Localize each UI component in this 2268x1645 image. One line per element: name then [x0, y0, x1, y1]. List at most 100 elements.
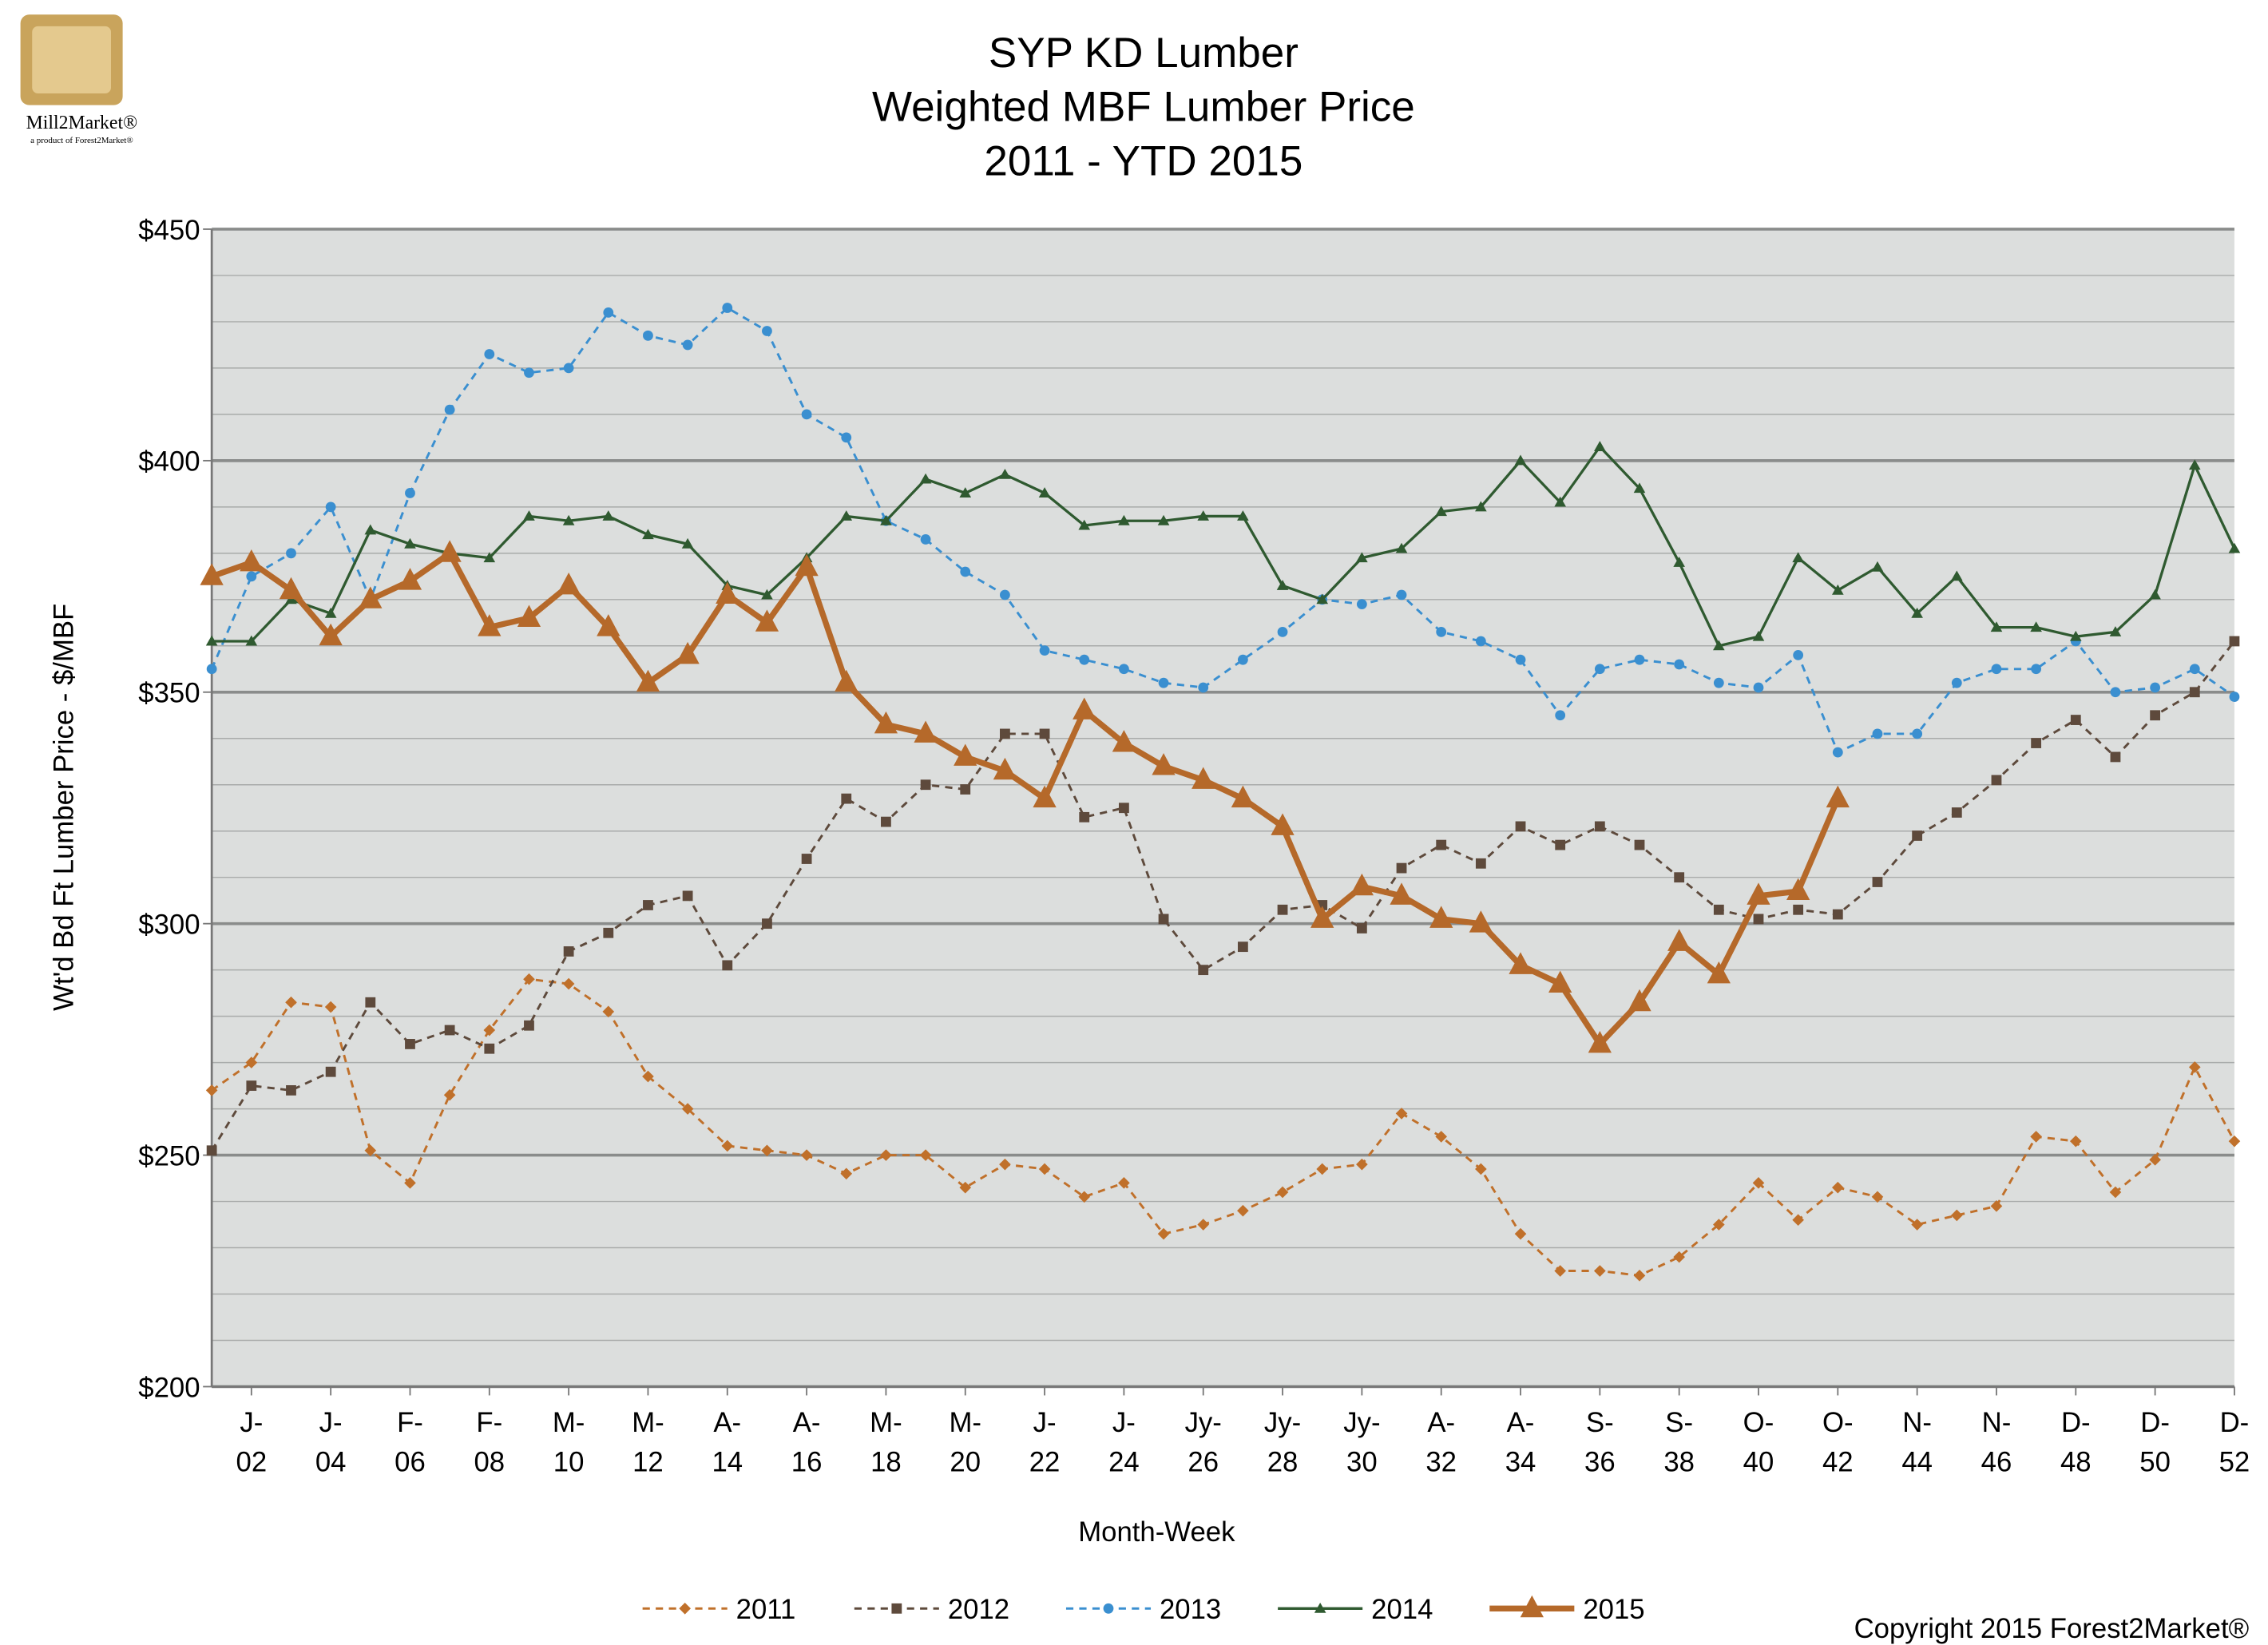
data-point [1118, 803, 1129, 814]
data-point [1310, 906, 1334, 928]
x-tick-label: 46 [1981, 1447, 2012, 1477]
data-point [1753, 682, 1764, 693]
data-point [993, 757, 1017, 780]
logo-mark [32, 26, 111, 93]
data-point [483, 552, 496, 563]
data-point [2030, 621, 2042, 632]
data-point [2149, 1154, 2161, 1166]
chart-title: SYP KD Lumber [989, 30, 1299, 77]
data-point [1673, 557, 1685, 567]
data-point [404, 1177, 416, 1189]
data-point [603, 927, 614, 938]
data-point [2031, 738, 2042, 748]
data-point [1832, 1181, 1844, 1194]
data-point [2189, 664, 2200, 675]
data-point [1039, 728, 1050, 739]
data-point [245, 1056, 258, 1068]
data-point [1713, 1219, 1725, 1231]
data-point [959, 487, 972, 497]
data-point [1594, 1265, 1606, 1277]
data-point [1793, 904, 1804, 915]
data-point [2150, 710, 2161, 721]
data-point [880, 514, 892, 525]
data-point [2150, 682, 2161, 693]
data-point [1753, 914, 1764, 925]
data-point [1951, 807, 1962, 818]
data-point [1435, 505, 1448, 517]
x-tick-label: F- [476, 1408, 502, 1438]
data-point [1436, 627, 1447, 637]
data-point [1990, 1200, 2003, 1212]
data-point [240, 549, 264, 572]
data-point [1674, 659, 1685, 670]
data-point [563, 363, 574, 374]
data-point [1793, 649, 1804, 660]
x-tick-label: 14 [712, 1447, 743, 1477]
data-point [682, 339, 693, 351]
data-point [1350, 873, 1374, 896]
data-point [1395, 1108, 1408, 1120]
data-point [1633, 482, 1646, 494]
data-point [960, 566, 971, 577]
data-point [2031, 664, 2042, 675]
data-point [1951, 677, 1962, 688]
data-point [1277, 904, 1288, 915]
x-tick-label: D- [2061, 1408, 2091, 1438]
x-tick-label: 40 [1743, 1447, 1774, 1477]
data-point [2109, 626, 2122, 636]
legend-marker [891, 1603, 902, 1614]
data-point [484, 349, 495, 359]
x-tick-label: 50 [2139, 1447, 2171, 1477]
data-point [920, 534, 931, 545]
data-point [1118, 514, 1130, 525]
x-tick-label: 20 [950, 1447, 981, 1477]
legend-label: 2013 [1160, 1595, 1221, 1625]
data-point [2109, 1186, 2122, 1199]
data-point [206, 1145, 217, 1156]
data-point [1078, 1191, 1091, 1203]
data-point [919, 1149, 932, 1161]
data-point [205, 635, 218, 646]
data-point [562, 977, 575, 990]
x-tick-label: 32 [1425, 1447, 1457, 1477]
data-point [795, 553, 819, 577]
legend-marker [1314, 1602, 1326, 1613]
data-point [762, 326, 772, 336]
data-point [1872, 728, 1883, 739]
legend-label: 2011 [736, 1595, 796, 1625]
data-point [1792, 552, 1804, 563]
series-line [210, 549, 1841, 1049]
data-point [1713, 677, 1724, 688]
data-point [676, 641, 700, 664]
data-point [2110, 751, 2121, 763]
logo: Mill2Market® a product of Forest2Market® [20, 14, 137, 145]
series-line [210, 640, 2236, 1152]
data-point [643, 330, 653, 341]
legend-label: 2015 [1583, 1595, 1644, 1625]
data-point [325, 1066, 336, 1077]
data-point [835, 669, 858, 692]
series [200, 540, 1850, 1053]
data-point [1950, 1209, 1963, 1222]
x-axis-label: Month-Week [1078, 1517, 1235, 1548]
data-point [1912, 830, 1923, 841]
data-point [999, 468, 1011, 479]
data-point [762, 918, 772, 930]
data-point [285, 996, 297, 1009]
x-tick-label: 38 [1663, 1447, 1695, 1477]
data-point [722, 960, 733, 971]
data-point [1000, 728, 1010, 739]
data-point [1118, 1177, 1130, 1189]
data-point [444, 1025, 455, 1036]
x-tick-label: J- [319, 1408, 343, 1438]
data-point [2030, 1131, 2042, 1143]
data-point [1792, 1214, 1804, 1227]
data-point [562, 514, 575, 525]
data-point [1237, 654, 1248, 665]
chart-title: Weighted MBF Lumber Price [872, 84, 1415, 131]
data-point [761, 589, 773, 600]
data-point [1514, 454, 1527, 466]
data-point [1752, 1177, 1765, 1189]
x-tick-label: 26 [1188, 1447, 1219, 1477]
